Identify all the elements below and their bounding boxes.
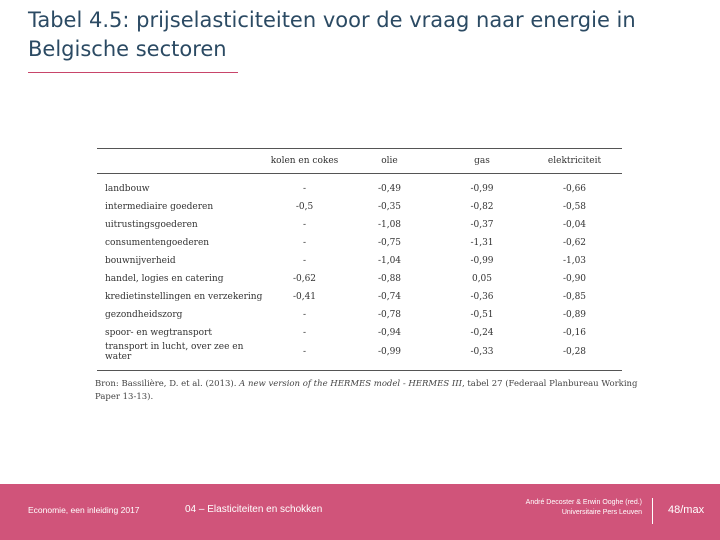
row-label: bouwnijverheid bbox=[105, 256, 176, 266]
table-cell: -1,31 bbox=[470, 238, 494, 248]
table-cell: -0,99 bbox=[470, 184, 494, 194]
table-cell: - bbox=[302, 328, 307, 338]
table-header-cell: gas bbox=[437, 148, 527, 174]
table-cell: - bbox=[302, 184, 307, 194]
table-cell: - bbox=[302, 310, 307, 320]
table-cell: -0,85 bbox=[562, 292, 587, 302]
source-suffix: , tabel 27 (Federaal Planbureau Working … bbox=[95, 379, 638, 402]
table-cell: -1,04 bbox=[377, 256, 402, 266]
table-cell: -0,35 bbox=[377, 202, 402, 212]
table-cell: -0,16 bbox=[562, 328, 587, 338]
table-row: intermediaire goederen -0,5 -0,35 -0,82 -0,5… bbox=[97, 198, 622, 216]
footer-book-title: Economie, een inleiding 2017 bbox=[28, 505, 140, 515]
table-header-cell: kolen en cokes bbox=[267, 148, 342, 174]
table-row: handel, logies en catering -0,62 -0,88 0,05… bbox=[97, 270, 622, 288]
row-label: transport in lucht, over zee en water bbox=[97, 342, 267, 371]
table-cell: -0,78 bbox=[377, 310, 402, 320]
table-row: consumentengoederen - -0,75 -1,31 -0,62 bbox=[97, 234, 622, 252]
source-prefix: Bron: Bassilière, D. et al. (2013). bbox=[95, 379, 240, 389]
table-cell: -0,89 bbox=[562, 310, 587, 320]
row-label: consumentengoederen bbox=[105, 238, 210, 248]
footer-publisher: Universitaire Pers Leuven bbox=[561, 509, 642, 516]
table-header-row: kolen en cokes olie gas elektriciteit bbox=[97, 148, 622, 174]
elasticity-table: kolen en cokes olie gas elektriciteit la… bbox=[97, 148, 622, 371]
source-note: Bron: Bassilière, D. et al. (2013). A ne… bbox=[95, 378, 655, 404]
footer-divider bbox=[652, 498, 653, 524]
table-cell: -0,99 bbox=[470, 256, 494, 266]
table-cell: -0,49 bbox=[377, 184, 402, 194]
row-label: handel, logies en catering bbox=[105, 274, 224, 284]
table-cell: -0,37 bbox=[470, 220, 494, 230]
table-cell: -0,94 bbox=[377, 328, 402, 338]
table-cell: -0,88 bbox=[377, 274, 402, 284]
table-cell: -0,41 bbox=[292, 292, 317, 302]
table-cell: -0,58 bbox=[562, 202, 587, 212]
table-cell: -0,24 bbox=[470, 328, 494, 338]
table-cell: -0,51 bbox=[470, 310, 494, 320]
footer-credits: André Decoster & Erwin Ooghe (red.) Univ… bbox=[480, 498, 642, 518]
table-cell: -1,08 bbox=[377, 220, 402, 230]
footer-chapter: 04 – Elasticiteiten en schokken bbox=[185, 504, 323, 515]
table-cell: -0,75 bbox=[377, 238, 402, 248]
table-row: spoor- en wegtransport - -0,94 -0,24 -0,16 bbox=[97, 324, 622, 342]
table-row: kredietinstellingen en verzekering -0,41 -… bbox=[97, 288, 622, 306]
table-cell: -0,66 bbox=[562, 184, 587, 194]
table-cell: -0,82 bbox=[470, 202, 494, 212]
table-row: gezondheidszorg - -0,78 -0,51 -0,89 bbox=[97, 306, 622, 324]
table-cell: -0,36 bbox=[470, 292, 494, 302]
table-row: transport in lucht, over zee en water - -0… bbox=[97, 342, 622, 371]
table-row: uitrustingsgoederen - -1,08 -0,37 -0,04 bbox=[97, 216, 622, 234]
page-title: Tabel 4.5: prijselasticiteiten voor de v… bbox=[28, 8, 636, 61]
table-cell: - bbox=[302, 256, 307, 266]
table-cell: -0,62 bbox=[562, 238, 587, 248]
table-cell: -0,62 bbox=[292, 274, 317, 284]
table-cell: -0,74 bbox=[377, 292, 402, 302]
table-cell: -0,5 bbox=[295, 202, 314, 212]
table-cell: -0,90 bbox=[562, 274, 587, 284]
footer-authors: André Decoster & Erwin Ooghe (red.) bbox=[525, 499, 642, 506]
table-row: bouwnijverheid - -1,04 -0,99 -1,03 bbox=[97, 252, 622, 270]
table-cell: - bbox=[267, 342, 342, 371]
table-row: landbouw - -0,49 -0,99 -0,66 bbox=[97, 174, 622, 199]
table-header-cell: elektriciteit bbox=[527, 148, 622, 174]
table-cell: 0,05 bbox=[471, 274, 493, 284]
row-label: gezondheidszorg bbox=[105, 310, 183, 320]
row-label: intermediaire goederen bbox=[105, 202, 214, 212]
table-cell: -1,03 bbox=[562, 256, 587, 266]
table-header-cell bbox=[97, 148, 267, 174]
row-label: kredietinstellingen en verzekering bbox=[105, 292, 263, 302]
table-cell: - bbox=[302, 220, 307, 230]
row-label: uitrustingsgoederen bbox=[105, 220, 198, 230]
footer-bar: Economie, een inleiding 2017 04 – Elasti… bbox=[0, 484, 720, 540]
row-label: spoor- en wegtransport bbox=[105, 328, 212, 338]
table-cell: -0,28 bbox=[527, 342, 622, 371]
source-title: A new version of the HERMES model - HERM… bbox=[239, 379, 462, 389]
table-cell: -0,33 bbox=[437, 342, 527, 371]
table-cell: -0,99 bbox=[342, 342, 437, 371]
title-underline bbox=[28, 72, 238, 73]
row-label: landbouw bbox=[105, 184, 150, 194]
table-cell: -0,04 bbox=[562, 220, 587, 230]
table-cell: - bbox=[302, 238, 307, 248]
table-header-cell: olie bbox=[342, 148, 437, 174]
page-number: 48/max bbox=[668, 504, 705, 516]
